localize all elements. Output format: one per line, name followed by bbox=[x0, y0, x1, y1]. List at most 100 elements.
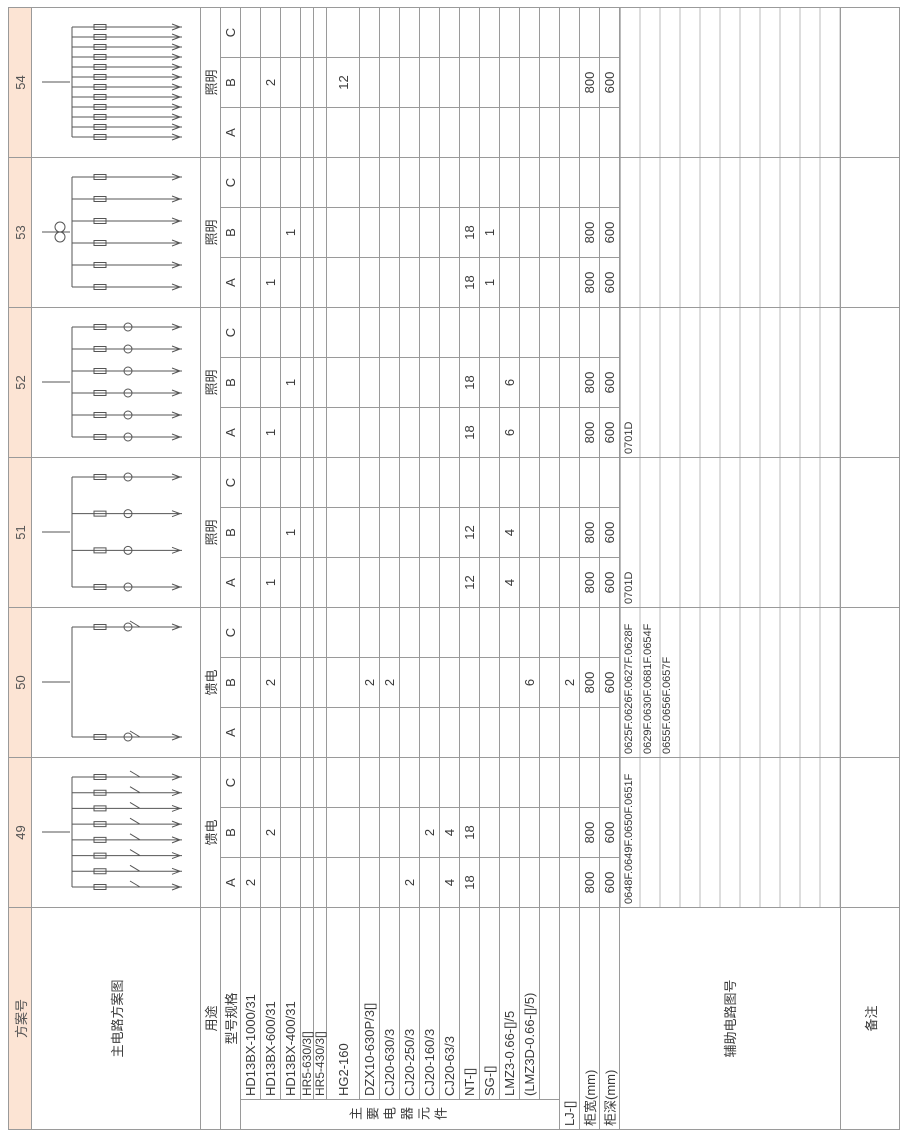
quantity bbox=[300, 707, 314, 758]
quantity bbox=[559, 607, 580, 658]
quantity: 4 bbox=[439, 857, 460, 908]
quantity bbox=[399, 307, 420, 358]
quantity bbox=[539, 707, 560, 758]
quantity bbox=[313, 807, 327, 858]
quantity bbox=[479, 857, 500, 908]
quantity bbox=[519, 57, 540, 108]
quantity: 1 bbox=[260, 407, 281, 458]
circuit-schematic bbox=[42, 23, 182, 141]
component-row: CJ20-250/3 2 bbox=[399, 7, 420, 1129]
quantity bbox=[399, 7, 420, 58]
quantity bbox=[280, 257, 301, 308]
quantity: 18 bbox=[459, 857, 480, 908]
quantity bbox=[399, 757, 420, 808]
size-row: 柜深(mm) 600 600 600 600 600 600 600 600 600 600 bbox=[599, 7, 620, 1130]
quantity bbox=[280, 707, 301, 758]
quantity bbox=[459, 107, 480, 158]
aux-cell: 0701D bbox=[619, 307, 841, 458]
quantity: 12 bbox=[459, 507, 480, 558]
remarks-cell bbox=[840, 607, 900, 758]
quantity bbox=[579, 607, 600, 658]
quantity bbox=[359, 257, 380, 308]
quantity: 800 bbox=[579, 657, 600, 708]
quantity bbox=[260, 757, 281, 808]
quantity bbox=[379, 157, 400, 208]
quantity bbox=[559, 207, 580, 258]
quantity: 600 bbox=[599, 407, 620, 458]
quantity: 800 bbox=[579, 207, 600, 258]
quantity bbox=[539, 857, 560, 908]
phase: A bbox=[220, 557, 241, 608]
quantity bbox=[240, 657, 261, 708]
quantity bbox=[379, 707, 400, 758]
quantity bbox=[313, 607, 327, 658]
quantity bbox=[399, 57, 420, 108]
quantity bbox=[519, 557, 540, 608]
quantity bbox=[260, 157, 281, 208]
quantity bbox=[300, 657, 314, 708]
quantity bbox=[459, 607, 480, 658]
quantity bbox=[300, 807, 314, 858]
quantity bbox=[379, 807, 400, 858]
quantity bbox=[280, 7, 301, 58]
quantity bbox=[359, 507, 380, 558]
quantity bbox=[439, 57, 460, 108]
quantity bbox=[313, 107, 327, 158]
quantity bbox=[326, 757, 360, 808]
quantity bbox=[499, 857, 520, 908]
quantity bbox=[399, 557, 420, 608]
quantity bbox=[280, 657, 301, 708]
aux-cell: 0625F.0626F.0627F.0628F 0629F.0630F.0681F… bbox=[619, 607, 841, 758]
quantity bbox=[280, 307, 301, 358]
quantity bbox=[519, 507, 540, 558]
quantity bbox=[479, 407, 500, 458]
quantity bbox=[419, 507, 440, 558]
quantity bbox=[519, 807, 540, 858]
phase: C bbox=[220, 457, 241, 508]
circuit-schematic bbox=[42, 173, 182, 291]
quantity bbox=[479, 807, 500, 858]
quantity bbox=[479, 557, 500, 608]
aux-code: 0701D bbox=[623, 571, 635, 604]
quantity bbox=[313, 357, 327, 408]
quantity: 800 bbox=[579, 807, 600, 858]
circuit-schematic bbox=[42, 770, 182, 891]
quantity bbox=[399, 357, 420, 408]
row-name: 柜宽(mm) bbox=[579, 907, 600, 1130]
quantity bbox=[399, 207, 420, 258]
quantity bbox=[240, 7, 261, 58]
quantity bbox=[280, 857, 301, 908]
aux-cell: 0701D bbox=[619, 457, 841, 608]
quantity: 18 bbox=[459, 257, 480, 308]
quantity: 800 bbox=[579, 407, 600, 458]
circuit-diagram bbox=[31, 307, 201, 458]
quantity bbox=[379, 557, 400, 608]
quantity bbox=[240, 757, 261, 808]
quantity: 2 bbox=[419, 807, 440, 858]
quantity bbox=[539, 57, 560, 108]
quantity bbox=[579, 307, 600, 358]
quantity bbox=[240, 57, 261, 108]
quantity bbox=[559, 757, 580, 808]
quantity bbox=[359, 207, 380, 258]
quantity bbox=[479, 107, 500, 158]
purpose: 照明 bbox=[200, 457, 221, 608]
quantity: 18 bbox=[459, 207, 480, 258]
spec-label: 型号规格 bbox=[220, 907, 241, 1130]
aux-cell: 0648F.0649F.0650F.0651F bbox=[619, 757, 841, 908]
quantity bbox=[519, 607, 540, 658]
aux-cell bbox=[619, 157, 841, 308]
quantity bbox=[399, 457, 420, 508]
component-name bbox=[539, 907, 560, 1100]
quantity bbox=[419, 607, 440, 658]
quantity bbox=[499, 657, 520, 708]
quantity bbox=[419, 107, 440, 158]
quantity bbox=[313, 407, 327, 458]
aux-code: 0625F.0626F.0627F.0628F bbox=[623, 623, 635, 754]
quantity bbox=[280, 407, 301, 458]
quantity: 600 bbox=[599, 507, 620, 558]
quantity bbox=[326, 307, 360, 358]
quantity bbox=[399, 807, 420, 858]
quantity bbox=[326, 407, 360, 458]
quantity bbox=[439, 457, 460, 508]
